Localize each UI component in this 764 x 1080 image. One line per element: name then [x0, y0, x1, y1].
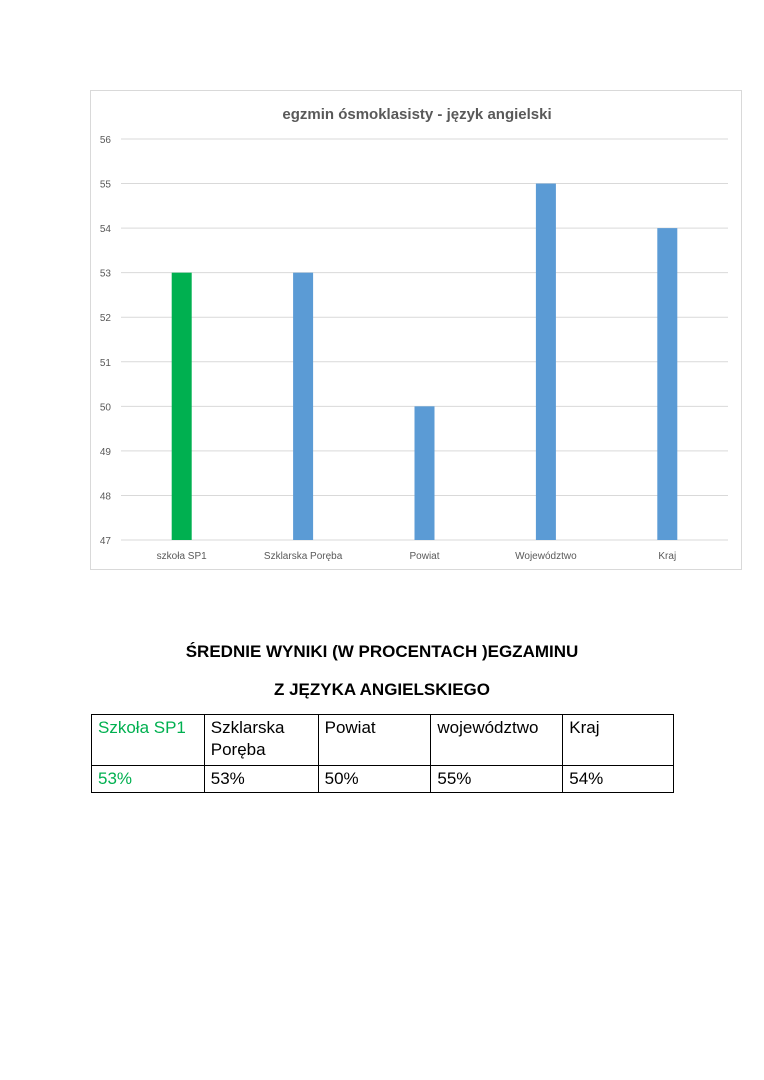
chart-title: egzmin ósmoklasisty - język angielski	[282, 106, 551, 123]
results-table: Szkoła SP1 Szklarska Poręba Powiat wojew…	[91, 714, 674, 793]
y-tick-label: 50	[100, 402, 112, 413]
y-tick-label: 55	[100, 180, 112, 191]
table-value-cell: 50%	[317, 765, 432, 793]
y-axis-ticks: 47 48 49 50 51 52 53 54 55 56	[100, 135, 112, 547]
y-tick-label: 47	[100, 536, 112, 547]
x-axis-ticks: szkoła SP1 Szklarska Poręba Powiat Wojewódz…	[157, 551, 677, 562]
table-header-row: Szkoła SP1 Szklarska Poręba Powiat wojew…	[91, 714, 674, 766]
bar	[171, 272, 192, 540]
table-value-cell: 53%	[203, 765, 319, 793]
y-tick-label: 53	[100, 269, 112, 280]
results-heading: ŚREDNIE WYNIKI (W PROCENTACH )EGZAMINU	[185, 642, 579, 661]
table-value-cell: 53%	[91, 765, 205, 793]
y-tick-label: 54	[100, 224, 112, 235]
y-tick-label: 48	[100, 491, 112, 502]
bar	[293, 272, 314, 540]
x-tick-label: Szklarska Poręba	[264, 551, 343, 562]
table-value-cell: 54%	[562, 765, 674, 793]
table-value-row: 53% 53% 50% 55% 54%	[91, 765, 674, 793]
bar	[535, 183, 556, 541]
x-tick-label: szkoła SP1	[157, 551, 207, 562]
bar	[414, 406, 435, 540]
bar-chart: egzmin ósmoklasisty - język angielski 47…	[100, 106, 728, 562]
table-header-cell: Kraj	[562, 714, 674, 766]
results-subheading: Z JĘZYKA ANGIELSKIEGO	[274, 680, 490, 699]
table-header-cell: województwo	[430, 714, 564, 766]
y-tick-label: 52	[100, 313, 112, 324]
bar	[657, 228, 678, 540]
table-header-cell: Szkoła SP1	[91, 714, 205, 766]
table-value-cell: 55%	[430, 765, 564, 793]
x-tick-label: Powiat	[409, 551, 439, 562]
table-header-cell: Powiat	[317, 714, 432, 766]
bars	[171, 183, 678, 541]
y-tick-label: 49	[100, 447, 112, 458]
gridlines	[121, 138, 728, 541]
chart-container: egzmin ósmoklasisty - język angielski 47…	[90, 90, 742, 570]
y-tick-label: 51	[100, 358, 112, 369]
x-tick-label: Kraj	[658, 551, 676, 562]
y-tick-label: 56	[100, 135, 112, 146]
table-header-cell: Szklarska Poręba	[203, 714, 319, 766]
x-tick-label: Województwo	[515, 551, 577, 562]
